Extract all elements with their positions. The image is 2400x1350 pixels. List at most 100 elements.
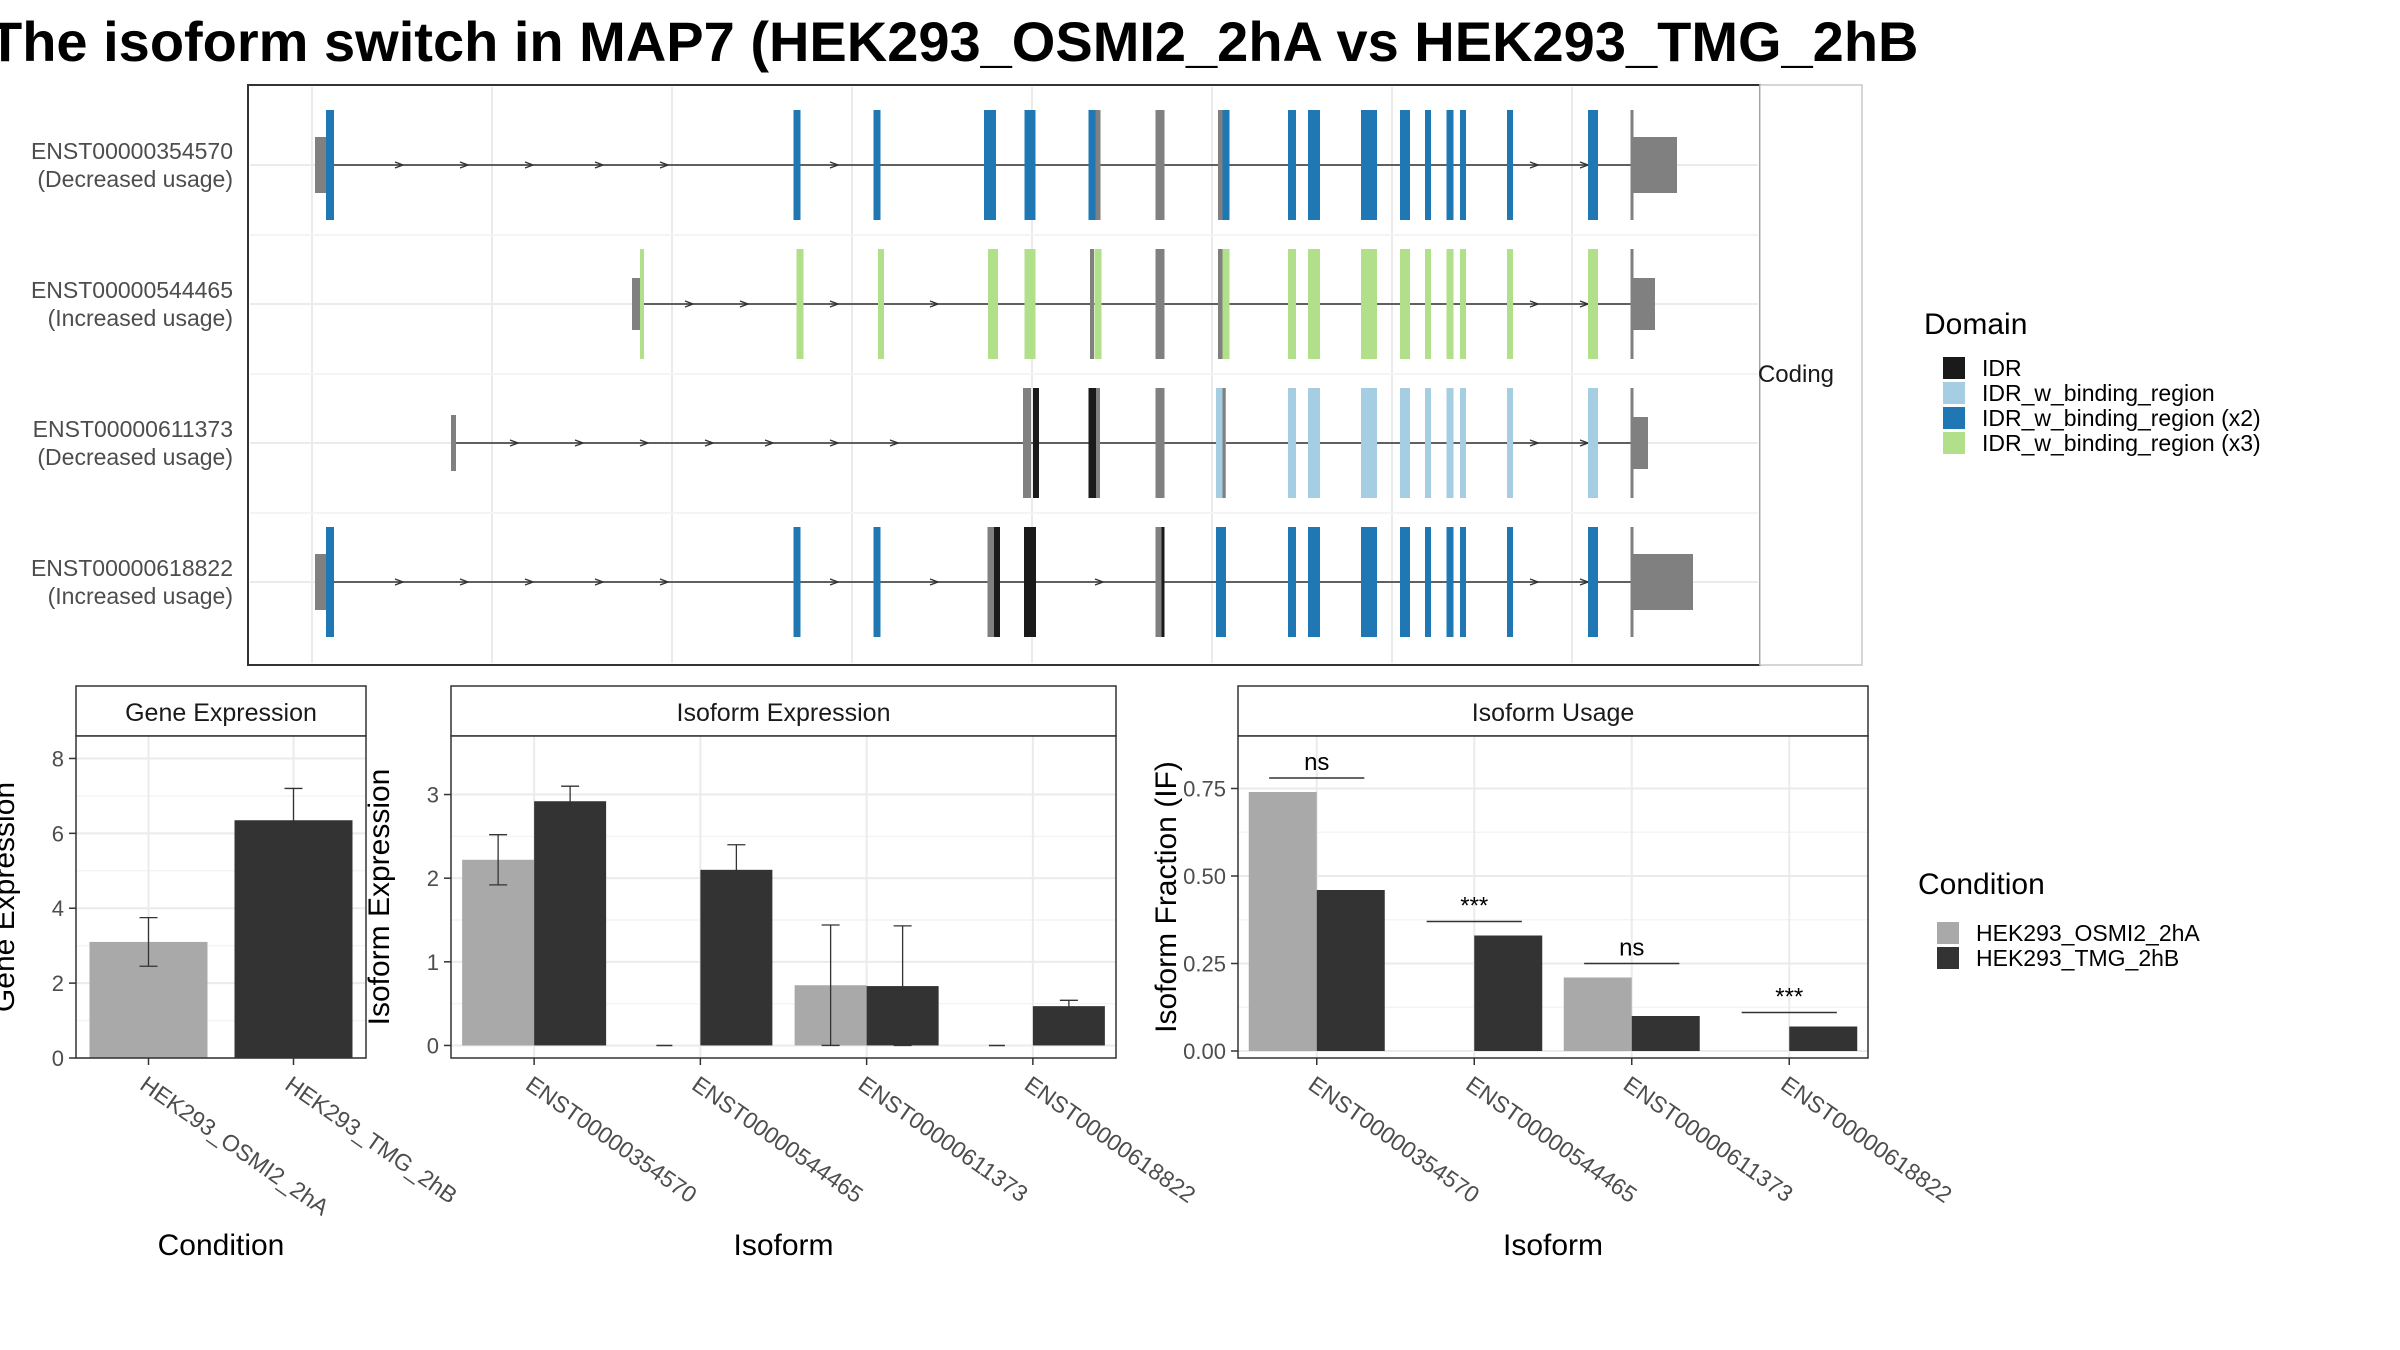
direction-arrow	[1529, 578, 1540, 586]
direction-arrow	[659, 578, 670, 586]
exon-block	[1088, 110, 1096, 220]
y-tick-label: 3	[427, 783, 439, 808]
x-tick-label: ENST00000618822	[1020, 1071, 1200, 1208]
exon-block	[793, 527, 801, 637]
direction-arrow	[929, 578, 940, 586]
direction-arrow	[829, 161, 840, 169]
exon-block	[987, 527, 997, 637]
exon-block	[1024, 249, 1036, 359]
bar	[700, 869, 773, 1046]
direction-arrow	[459, 161, 470, 169]
page-title: The isoform switch in MAP7 (HEK293_OSMI2…	[0, 10, 1919, 73]
isoform-id-label: ENST00000354570	[31, 138, 233, 164]
exon-block	[1400, 110, 1410, 220]
error-bar	[727, 844, 746, 895]
direction-arrow	[1094, 578, 1105, 586]
direction-arrow	[524, 161, 535, 169]
significance-label: ***	[1775, 984, 1803, 1011]
domain-legend-swatch	[1943, 432, 1965, 454]
y-tick-label: 0	[427, 1033, 439, 1058]
condition-legend-label: HEK293_TMG_2hB	[1976, 945, 2179, 971]
domain-legend-swatch	[1943, 382, 1965, 404]
bar	[1474, 935, 1543, 1051]
y-tick-label: 0	[52, 1046, 64, 1071]
exon-block	[1095, 110, 1101, 220]
exon-block	[1288, 388, 1296, 498]
y-tick-label: 0.00	[1183, 1039, 1226, 1064]
significance-label: ns	[1619, 935, 1644, 962]
condition-legend-label: HEK293_OSMI2_2hA	[1976, 920, 2200, 946]
y-tick-label: 2	[52, 971, 64, 996]
exon-block	[1155, 249, 1165, 359]
direction-arrow	[394, 578, 405, 586]
error-bar	[489, 834, 508, 886]
exon-block	[1023, 388, 1031, 498]
exon-block	[1588, 110, 1598, 220]
exon-block	[1096, 388, 1100, 498]
direction-arrow	[524, 578, 535, 586]
exon-block	[1308, 249, 1320, 359]
direction-arrow	[739, 300, 750, 308]
direction-arrow	[459, 578, 470, 586]
direction-arrow	[594, 578, 605, 586]
exon-block	[1507, 527, 1513, 637]
exon-block	[1088, 388, 1098, 498]
error-bar	[821, 924, 840, 1047]
isoform-id-label: ENST00000611373	[33, 416, 233, 442]
y-tick-label: 0.25	[1183, 952, 1226, 977]
x-axis-title: Isoform	[1503, 1229, 1603, 1262]
panel-strip-label: Isoform Usage	[1472, 699, 1635, 727]
exon-block	[1425, 249, 1431, 359]
y-axis-title: Isoform Expression	[363, 769, 396, 1026]
bar	[1316, 890, 1385, 1051]
exon-block	[793, 110, 801, 220]
error-bar	[139, 916, 158, 967]
direction-arrow	[394, 161, 405, 169]
bar	[1789, 1026, 1858, 1051]
direction-arrow	[639, 439, 650, 447]
isoform-track	[451, 388, 1648, 498]
x-tick-label: ENST00000611373	[1619, 1071, 1798, 1207]
direction-arrow	[704, 439, 715, 447]
bar	[1032, 1006, 1105, 1046]
direction-arrow	[829, 439, 840, 447]
direction-arrow	[929, 300, 940, 308]
exon-block	[1588, 388, 1598, 498]
exon-block	[1507, 249, 1513, 359]
exon-block	[1425, 388, 1431, 498]
direction-arrow	[659, 161, 670, 169]
x-axis-title: Isoform	[733, 1229, 833, 1262]
panel-strip	[75, 685, 367, 737]
direction-arrow	[684, 300, 695, 308]
domain-legend-title: Domain	[1924, 308, 2027, 341]
isoform-track	[315, 110, 1677, 220]
exon-block	[1460, 110, 1466, 220]
exon-block	[1308, 110, 1320, 220]
y-tick-label: 0.50	[1183, 864, 1226, 889]
direction-arrow	[829, 578, 840, 586]
y-tick-label: 0.75	[1183, 777, 1226, 802]
x-tick-label: ENST00000354570	[1304, 1071, 1484, 1208]
exon-block	[1222, 110, 1230, 220]
exon-block	[1094, 249, 1102, 359]
exon-block	[984, 110, 996, 220]
domain-legend-label: IDR_w_binding_region	[1982, 380, 2215, 406]
exon-block	[326, 527, 334, 637]
isoform-track	[632, 249, 1655, 359]
exon-block	[1425, 527, 1431, 637]
x-axis-title: Condition	[158, 1229, 285, 1262]
y-tick-label: 1	[427, 950, 439, 975]
direction-arrow	[509, 439, 520, 447]
exon-block	[1216, 388, 1226, 498]
error-bar	[561, 785, 580, 817]
error-bar	[1059, 999, 1078, 1013]
exon-block	[1630, 110, 1634, 220]
isoform-usage-panel: Isoform Usage ns *** ns *** 0.00 0.25 0.50 0.75 E…	[1150, 685, 1957, 1262]
significance-label: ***	[1460, 893, 1488, 920]
isoform-track	[315, 527, 1693, 637]
panel-strip	[1237, 685, 1869, 737]
exon-block	[1446, 388, 1454, 498]
plot-border	[75, 735, 367, 1059]
exon-block	[988, 249, 998, 359]
